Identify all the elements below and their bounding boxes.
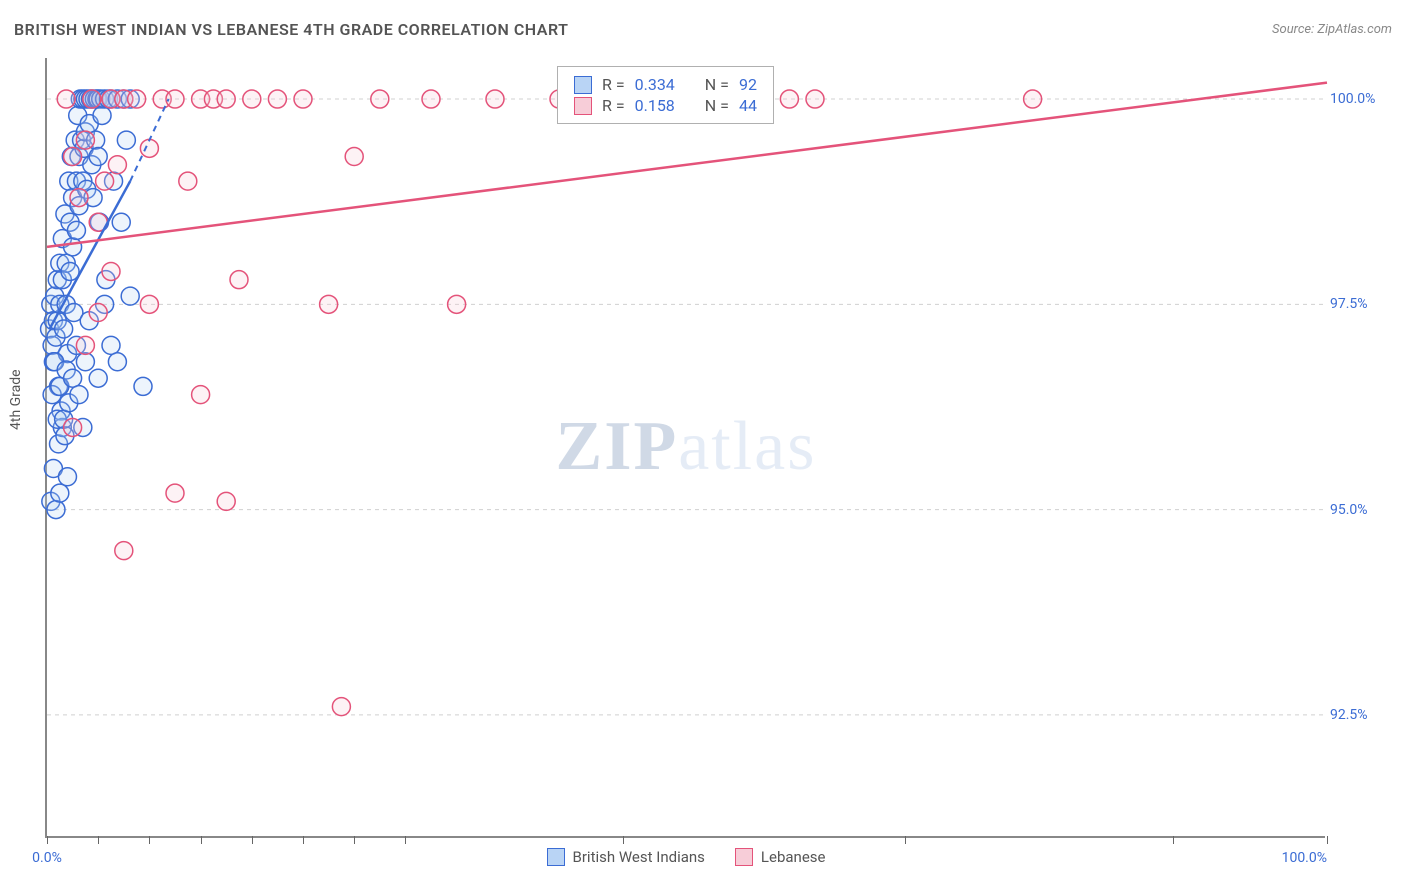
scatter-point (76, 131, 94, 149)
chart-plot-area: ZIPatlas 92.5%95.0%97.5%100.0% 0.0%100.0… (45, 58, 1325, 838)
scatter-point (179, 172, 197, 190)
legend-item-leb: Lebanese (735, 848, 826, 866)
n-label: N = (705, 96, 729, 115)
x-tick-mark (354, 836, 355, 844)
x-tick-mark (905, 836, 906, 844)
legend-label-bwi: British West Indians (573, 848, 705, 866)
legend-item-bwi: British West Indians (547, 848, 705, 866)
stats-legend: R = 0.334 N = 92 R = 0.158 N = 44 (557, 66, 774, 124)
scatter-point (47, 501, 65, 519)
scatter-point (115, 542, 133, 560)
scatter-point (806, 90, 824, 108)
stats-row-bwi: R = 0.334 N = 92 (574, 75, 757, 94)
scatter-point (780, 90, 798, 108)
scatter-point (332, 698, 350, 716)
scatter-point (57, 90, 75, 108)
scatter-point (89, 304, 107, 322)
source-attribution: Source: ZipAtlas.com (1272, 22, 1392, 37)
y-axis-label: 4th Grade (8, 369, 24, 430)
scatter-point (96, 172, 114, 190)
swatch-bwi (574, 76, 592, 94)
scatter-point (192, 386, 210, 404)
chart-title: BRITISH WEST INDIAN VS LEBANESE 4TH GRAD… (14, 20, 568, 39)
scatter-point (51, 484, 69, 502)
x-tick-mark (201, 836, 202, 844)
scatter-point (128, 90, 146, 108)
scatter-point (108, 353, 126, 371)
scatter-point (448, 295, 466, 313)
x-tick-mark (47, 836, 48, 844)
scatter-point (243, 90, 261, 108)
scatter-point (121, 287, 139, 305)
scatter-point (345, 148, 363, 166)
scatter-point (64, 148, 82, 166)
x-tick-mark (1327, 836, 1328, 844)
n-value-bwi: 92 (739, 75, 757, 94)
scatter-point (83, 90, 101, 108)
x-tick-mark (405, 836, 406, 844)
scatter-point (486, 90, 504, 108)
scatter-point (55, 320, 73, 338)
n-label: N = (705, 75, 729, 94)
scatter-point (108, 156, 126, 174)
scatter-point (76, 336, 94, 354)
n-value-leb: 44 (739, 96, 757, 115)
y-tick-label: 95.0% (1330, 502, 1390, 518)
scatter-point (89, 369, 107, 387)
y-tick-label: 92.5% (1330, 707, 1390, 723)
scatter-point (112, 213, 130, 231)
x-tick-mark (98, 836, 99, 844)
r-label: R = (602, 96, 625, 115)
scatter-point (217, 90, 235, 108)
scatter-point (140, 295, 158, 313)
swatch-bwi-bottom (547, 848, 565, 866)
scatter-point (422, 90, 440, 108)
stats-row-leb: R = 0.158 N = 44 (574, 96, 757, 115)
scatter-point (102, 262, 120, 280)
scatter-point (89, 148, 107, 166)
r-label: R = (602, 75, 625, 94)
scatter-point (58, 468, 76, 486)
scatter-point (93, 106, 111, 124)
scatter-point (134, 377, 152, 395)
scatter-point (76, 353, 94, 371)
y-tick-label: 97.5% (1330, 296, 1390, 312)
r-value-bwi: 0.334 (635, 75, 675, 94)
legend-label-leb: Lebanese (761, 848, 826, 866)
scatter-point (67, 221, 85, 239)
scatter-point (217, 492, 235, 510)
bottom-legend: British West Indians Lebanese (47, 848, 1325, 866)
scatter-point (117, 131, 135, 149)
x-tick-mark (303, 836, 304, 844)
scatter-point (64, 369, 82, 387)
scatter-point (371, 90, 389, 108)
swatch-leb (574, 97, 592, 115)
scatter-svg (47, 58, 1325, 836)
scatter-point (140, 139, 158, 157)
scatter-point (166, 90, 184, 108)
scatter-point (320, 295, 338, 313)
swatch-leb-bottom (735, 848, 753, 866)
x-tick-mark (623, 836, 624, 844)
r-value-leb: 0.158 (635, 96, 675, 115)
scatter-point (230, 271, 248, 289)
x-tick-mark (252, 836, 253, 844)
scatter-point (1024, 90, 1042, 108)
scatter-point (166, 484, 184, 502)
scatter-point (268, 90, 286, 108)
scatter-point (294, 90, 312, 108)
y-tick-label: 100.0% (1330, 91, 1390, 107)
scatter-point (64, 238, 82, 256)
scatter-point (102, 336, 120, 354)
scatter-point (64, 418, 82, 436)
title-bar: BRITISH WEST INDIAN VS LEBANESE 4TH GRAD… (14, 20, 1392, 39)
scatter-point (70, 386, 88, 404)
x-tick-mark (149, 836, 150, 844)
scatter-point (70, 189, 88, 207)
x-tick-mark (1173, 836, 1174, 844)
